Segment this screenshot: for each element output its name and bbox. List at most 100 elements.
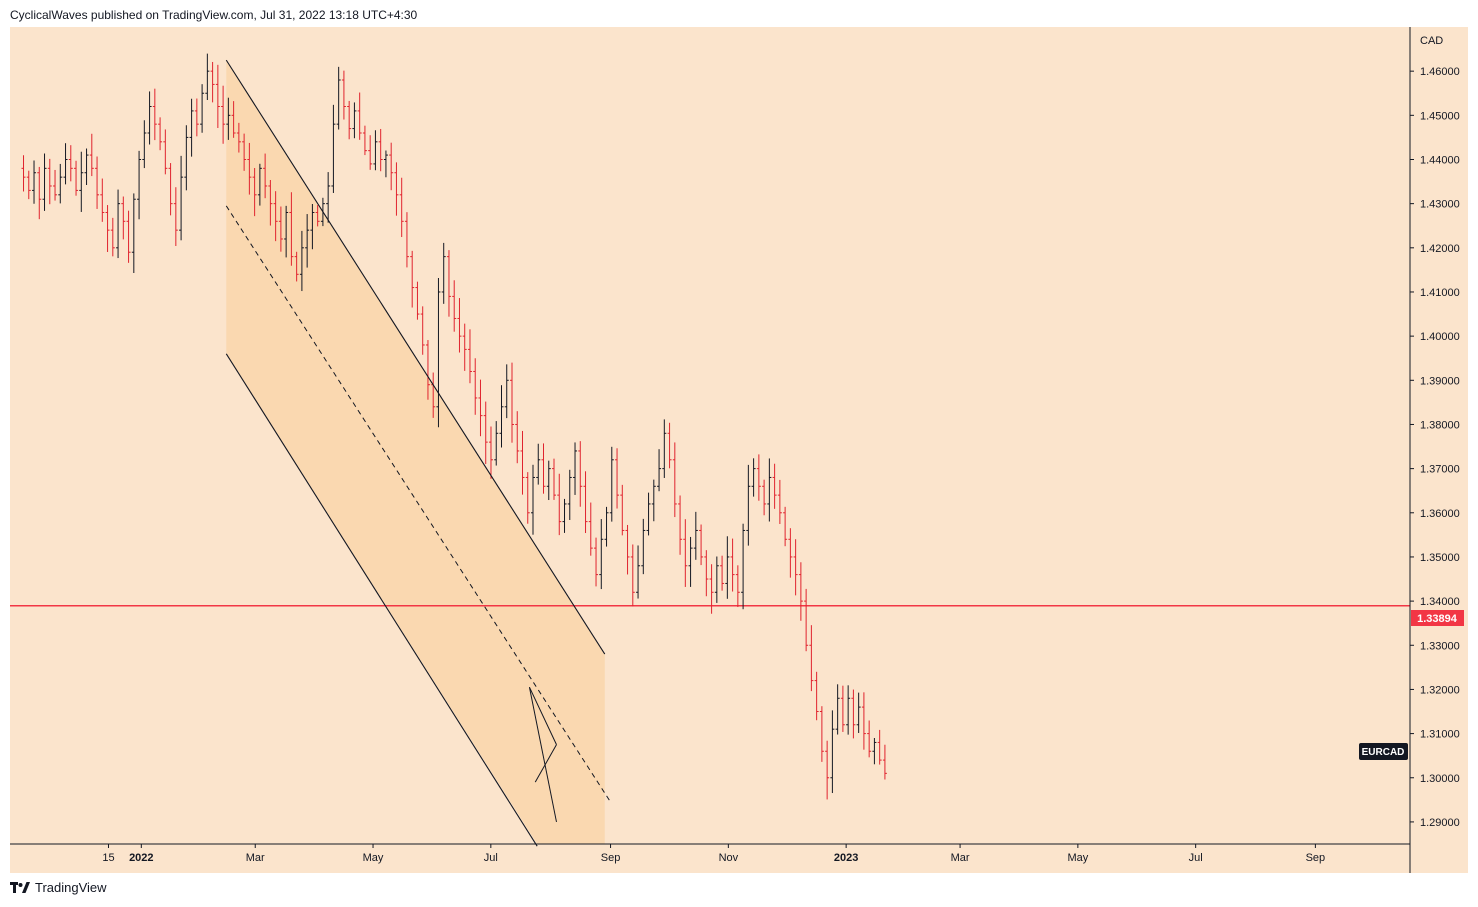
ohlc-bar bbox=[646, 492, 651, 536]
y-tick-label: 1.32000 bbox=[1420, 684, 1460, 696]
ohlc-bar bbox=[793, 539, 798, 596]
ohlc-bar bbox=[846, 685, 851, 735]
channel-upper-line bbox=[225, 59, 606, 655]
ohlc-bar bbox=[835, 684, 840, 735]
channel-fill bbox=[226, 60, 605, 844]
ohlc-bar bbox=[152, 88, 157, 141]
ohlc-bar bbox=[247, 142, 252, 195]
ohlc-bar bbox=[578, 441, 583, 507]
y-tick-label: 1.36000 bbox=[1420, 508, 1460, 520]
ohlc-bar bbox=[525, 472, 530, 524]
x-tick-label: 15 bbox=[102, 852, 114, 864]
ohlc-bar bbox=[557, 473, 562, 536]
ohlc-bar bbox=[268, 179, 273, 226]
tradingview-icon bbox=[10, 881, 30, 893]
ohlc-bar bbox=[520, 430, 525, 495]
ohlc-bar bbox=[236, 122, 241, 153]
y-tick-label: 1.44000 bbox=[1420, 154, 1460, 166]
ohlc-bar bbox=[368, 135, 373, 170]
ohlc-bar bbox=[357, 92, 362, 140]
ohlc-bar bbox=[200, 84, 205, 133]
ohlc-bar bbox=[562, 498, 567, 533]
ohlc-bar bbox=[714, 556, 719, 603]
ohlc-bar bbox=[389, 142, 394, 191]
ohlc-bar bbox=[189, 98, 194, 157]
ohlc-bar bbox=[263, 153, 268, 199]
currency-label: CAD bbox=[1420, 35, 1443, 47]
ohlc-bar bbox=[299, 230, 304, 292]
x-tick-label: 2023 bbox=[834, 852, 858, 864]
ohlc-bar bbox=[767, 458, 772, 522]
ohlc-bar bbox=[137, 150, 142, 220]
ohlc-bar bbox=[494, 421, 499, 466]
ohlc-bar bbox=[163, 129, 168, 175]
ohlc-bar bbox=[725, 536, 730, 599]
ohlc-bar bbox=[867, 720, 872, 758]
ohlc-bar bbox=[105, 205, 110, 252]
wedge-upper-line bbox=[528, 687, 557, 745]
ohlc-bar bbox=[651, 479, 656, 522]
ohlc-bar bbox=[131, 193, 136, 274]
ohlc-bar bbox=[147, 91, 152, 145]
y-tick-label: 1.42000 bbox=[1420, 243, 1460, 255]
ohlc-bar bbox=[326, 172, 331, 223]
ohlc-bar bbox=[756, 454, 761, 501]
wedge-lower-line bbox=[528, 687, 557, 823]
ohlc-bar bbox=[63, 143, 68, 185]
ohlc-bar bbox=[573, 442, 578, 495]
ohlc-bar bbox=[814, 671, 819, 721]
ohlc-bar bbox=[804, 588, 809, 652]
ohlc-bar bbox=[630, 544, 635, 607]
ohlc-bar bbox=[378, 128, 383, 172]
ohlc-bar bbox=[840, 685, 845, 732]
x-tick-label: Sep bbox=[601, 852, 621, 864]
ohlc-bar bbox=[788, 528, 793, 578]
y-tick-label: 1.46000 bbox=[1420, 66, 1460, 78]
ohlc-bar bbox=[100, 178, 105, 222]
tradingview-logo[interactable]: TradingView bbox=[10, 880, 107, 895]
ohlc-bar bbox=[37, 166, 42, 220]
ohlc-bar bbox=[42, 153, 47, 211]
ohlc-bar bbox=[851, 689, 856, 739]
ohlc-bar bbox=[110, 217, 115, 257]
x-tick-label: May bbox=[363, 852, 384, 864]
ohlc-bar bbox=[636, 545, 641, 599]
x-tick-label: Nov bbox=[719, 852, 739, 864]
channel-lower-line bbox=[225, 353, 538, 847]
ohlc-bar bbox=[116, 189, 121, 259]
y-tick-label: 1.37000 bbox=[1420, 464, 1460, 476]
ohlc-bar bbox=[294, 251, 299, 282]
ohlc-bar bbox=[226, 97, 231, 140]
ohlc-bar bbox=[425, 340, 430, 400]
ohlc-bar bbox=[231, 101, 236, 138]
trendline-layer bbox=[225, 59, 611, 847]
ohlc-bar bbox=[467, 329, 472, 384]
ohlc-bar bbox=[399, 177, 404, 238]
y-axis-ticks: 1.29000 1.30000 1.31000 1.32000 1.33000 1.340… bbox=[1410, 66, 1460, 829]
ohlc-bar bbox=[194, 98, 199, 137]
x-tick-label: May bbox=[1067, 852, 1088, 864]
ohlc-bar bbox=[709, 564, 714, 614]
ohlc-bar bbox=[531, 464, 536, 535]
channel-layer bbox=[226, 60, 605, 844]
ohlc-bar bbox=[126, 210, 131, 263]
ohlc-bar bbox=[798, 562, 803, 621]
ohlc-bar bbox=[604, 506, 609, 547]
ohlc-bar bbox=[394, 162, 399, 216]
ohlc-bar bbox=[58, 163, 63, 204]
y-tick-label: 1.39000 bbox=[1420, 375, 1460, 387]
ohlc-bar bbox=[79, 151, 84, 212]
ohlc-bar bbox=[420, 306, 425, 355]
ohlc-bar bbox=[730, 538, 735, 592]
price-line-label-bg bbox=[1411, 610, 1464, 626]
ohlc-bar bbox=[173, 187, 178, 246]
ohlc-bar bbox=[179, 155, 184, 241]
ohlc-bar bbox=[331, 104, 336, 193]
ohlc-bar bbox=[21, 155, 26, 192]
ohlc-bar bbox=[121, 196, 126, 240]
ohlc-bar bbox=[336, 66, 341, 130]
ohlc-bar bbox=[667, 422, 672, 469]
x-tick-label: Mar bbox=[951, 852, 970, 864]
price-line-label: 1.33894 bbox=[1417, 613, 1458, 625]
